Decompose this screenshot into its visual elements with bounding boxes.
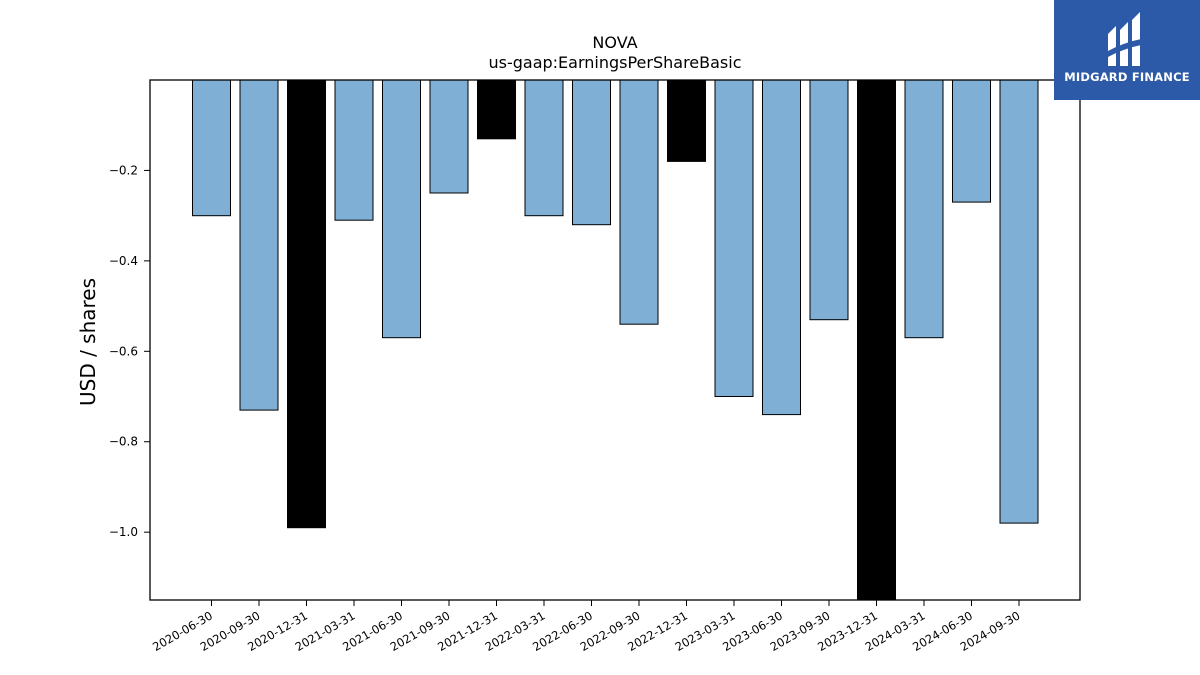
bar-2021-06-30 (382, 79, 421, 339)
bar-2023-06-30 (762, 79, 801, 416)
midgard-logo-icon (1106, 12, 1146, 66)
bar-2023-09-30 (809, 79, 849, 321)
chart-title: NOVA (592, 33, 637, 52)
y-tick-label: −0.2 (109, 163, 138, 177)
bar-2021-09-30 (429, 79, 469, 194)
chart-subtitle: us-gaap:EarningsPerShareBasic (488, 53, 741, 72)
y-tick-label: −0.4 (109, 254, 138, 268)
bar-2023-03-31 (714, 79, 754, 397)
bar-2020-09-30 (239, 79, 279, 411)
bar-2024-03-31 (904, 79, 944, 339)
bar-2023-12-31 (857, 79, 896, 601)
bar-2022-09-30 (619, 79, 659, 325)
bar-2020-12-31 (287, 79, 326, 529)
bar-2021-12-31 (477, 79, 516, 140)
bar-2022-12-31 (667, 79, 706, 162)
x-axis: 2020-06-302020-09-302020-12-312021-03-31… (150, 600, 1023, 654)
bars-group (192, 79, 1039, 601)
y-tick-label: −0.8 (109, 435, 138, 449)
plot-frame (149, 79, 1081, 601)
bar-2020-06-30 (192, 79, 231, 217)
y-tick-label: −0.6 (109, 344, 138, 358)
bar-2024-06-30 (952, 79, 991, 203)
bar-2024-09-30 (999, 79, 1039, 524)
bar-2021-03-31 (334, 79, 374, 221)
brand-logo: MIDGARD FINANCE (1054, 0, 1200, 100)
y-axis-label: USD / shares (76, 278, 100, 406)
bar-2022-06-30 (572, 79, 611, 226)
bar-2022-03-31 (524, 79, 564, 217)
logo-text: MIDGARD FINANCE (1064, 70, 1190, 84)
y-axis: −0.2 −0.4 −0.6 −0.8 −1.0 (109, 163, 150, 539)
y-tick-label: −1.0 (109, 525, 138, 539)
